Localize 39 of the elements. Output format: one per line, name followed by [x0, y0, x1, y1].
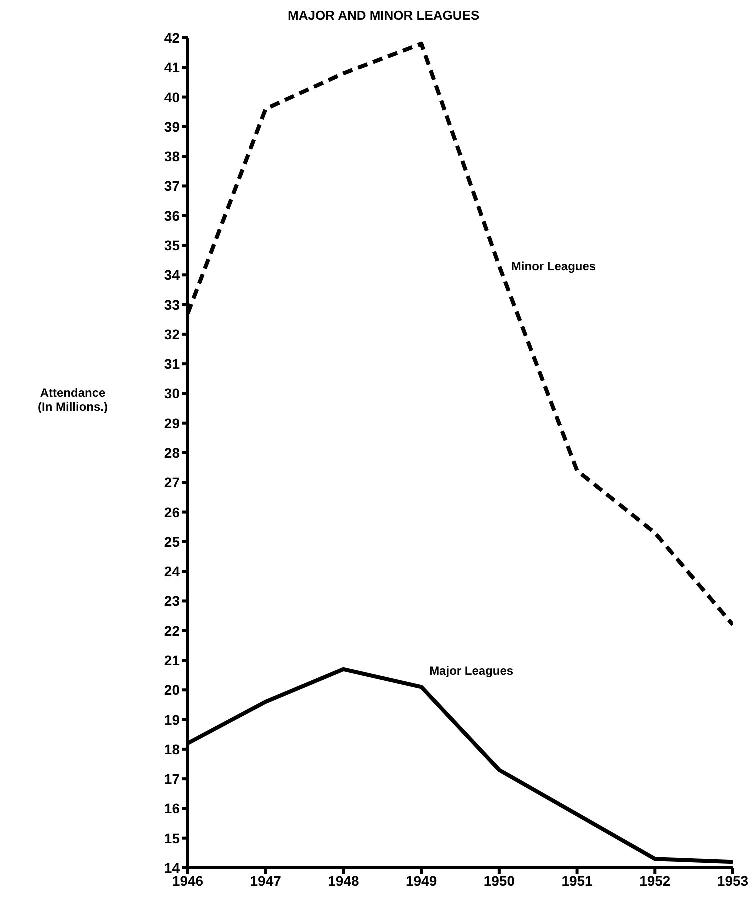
x-tick-label: 1949: [406, 872, 438, 889]
y-tick-label: 18: [164, 741, 180, 758]
x-tick-label: 1953: [717, 872, 749, 889]
y-tick-label: 28: [164, 444, 180, 461]
y-tick-label: 19: [164, 712, 180, 728]
y-tick-label: 40: [164, 89, 180, 106]
chart-title: MAJOR AND MINOR LEAGUES: [288, 8, 480, 23]
y-tick-label: 21: [164, 652, 180, 668]
y-tick-label: 37: [164, 178, 180, 194]
series-label: Major Leagues: [430, 664, 514, 678]
y-tick-label: 34: [164, 267, 180, 284]
y-tick-label: 26: [164, 504, 180, 520]
y-tick-label: 23: [164, 593, 180, 610]
x-tick-label: 1947: [250, 872, 282, 889]
x-tick-label: 1952: [640, 872, 671, 889]
y-tick-label: 16: [164, 800, 180, 817]
y-tick-label: 15: [164, 830, 180, 846]
y-tick-label: 36: [164, 208, 180, 224]
x-tick-label: 1950: [484, 872, 516, 889]
y-tick-label: 17: [164, 771, 180, 788]
y-tick-label: 30: [164, 386, 180, 402]
y-tick-label: 38: [164, 148, 180, 165]
y-tick-label: 24: [164, 564, 180, 580]
y-tick-label: 41: [164, 60, 180, 76]
y-tick-label: 33: [164, 296, 180, 313]
y-axis-title: Attendance (In Millions.): [37, 386, 109, 414]
series-label: Minor Leagues: [511, 259, 596, 274]
y-tick-label: 29: [164, 415, 180, 432]
y-tick-label: 27: [164, 474, 180, 491]
y-tick-label: 35: [164, 237, 180, 254]
y-tick-label: 32: [164, 326, 180, 342]
y-tick-label: 25: [164, 534, 180, 550]
y-tick-label: 20: [164, 682, 180, 698]
y-tick-label: 42: [164, 30, 180, 46]
y-tick-label: 39: [164, 118, 180, 135]
y-tick-label: 22: [164, 622, 180, 639]
x-tick-label: 1951: [562, 872, 594, 889]
x-tick-label: 1948: [328, 872, 360, 889]
y-tick-label: 31: [164, 356, 180, 372]
